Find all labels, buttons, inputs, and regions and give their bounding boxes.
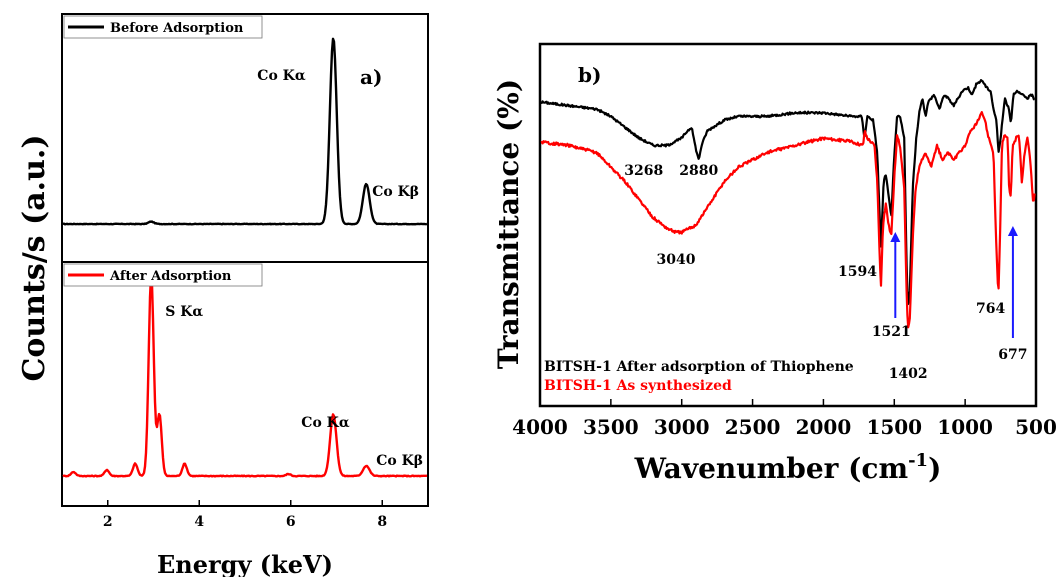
panel-b-label: b) <box>578 63 601 87</box>
legend-box <box>63 15 263 39</box>
legend-label: After Adsorption <box>109 269 232 284</box>
peak-annotation: 3040 <box>657 252 696 268</box>
peak-label: Co Kα <box>301 415 350 431</box>
series-line-after-adsorption-thiophene <box>540 79 1036 306</box>
legend-label: BITSH-1 As synthesized <box>544 378 732 394</box>
x-axis-title-close: ) <box>928 452 941 485</box>
peak-label: Co Kβ <box>376 453 423 469</box>
peak-annotation: 1521 <box>872 324 911 340</box>
x-tick-label: 3000 <box>654 415 710 439</box>
x-tick-label: 3500 <box>583 415 639 439</box>
x-axis-title: Wavenumber (cm-1) <box>634 450 942 485</box>
series-line-as-synthesized <box>540 111 1036 329</box>
y-axis-title: Counts/s (a.u.) <box>17 134 52 381</box>
x-tick-label: 6 <box>286 514 296 530</box>
x-axis-title: Energy (keV) <box>157 550 333 577</box>
x-tick-label: 2000 <box>796 415 852 439</box>
peak-annotation: 2880 <box>679 163 718 179</box>
panel-a-label: a) <box>360 65 382 89</box>
x-axis-title-superscript: -1 <box>908 450 928 471</box>
peak-label: Co Kα <box>257 68 306 84</box>
legend-label: BITSH-1 After adsorption of Thiophene <box>544 359 854 375</box>
peak-annotation: 1594 <box>838 264 877 280</box>
x-tick-label: 500 <box>1015 415 1057 439</box>
annotation-arrow-head <box>890 232 901 242</box>
panel-b-frame <box>538 42 1038 408</box>
series-line-before-adsorption <box>62 37 428 226</box>
peak-label: Co Kβ <box>372 184 419 200</box>
peak-annotation: 3268 <box>624 163 663 179</box>
x-tick-label: 4 <box>194 514 204 530</box>
legend-box <box>63 263 263 287</box>
panel-a-frame <box>61 13 429 507</box>
x-tick-label: 2500 <box>725 415 781 439</box>
x-tick-label: 1500 <box>866 415 922 439</box>
x-tick-label: 2 <box>103 514 113 530</box>
x-tick-label: 1000 <box>937 415 993 439</box>
legend-label: Before Adsorption <box>110 21 244 36</box>
peak-annotation: 764 <box>976 301 1005 317</box>
x-tick-label: 4000 <box>512 415 568 439</box>
x-tick-label: 8 <box>377 514 387 530</box>
y-axis-title: Transmittance (%) <box>492 79 525 369</box>
series-line-after-adsorption <box>62 274 428 478</box>
x-axis-title-main: Wavenumber (cm <box>634 452 908 485</box>
peak-annotation: 1402 <box>889 366 928 382</box>
peak-label: S Kα <box>165 304 203 320</box>
peak-annotation: 677 <box>998 347 1027 363</box>
annotation-arrow-head <box>1007 226 1018 236</box>
